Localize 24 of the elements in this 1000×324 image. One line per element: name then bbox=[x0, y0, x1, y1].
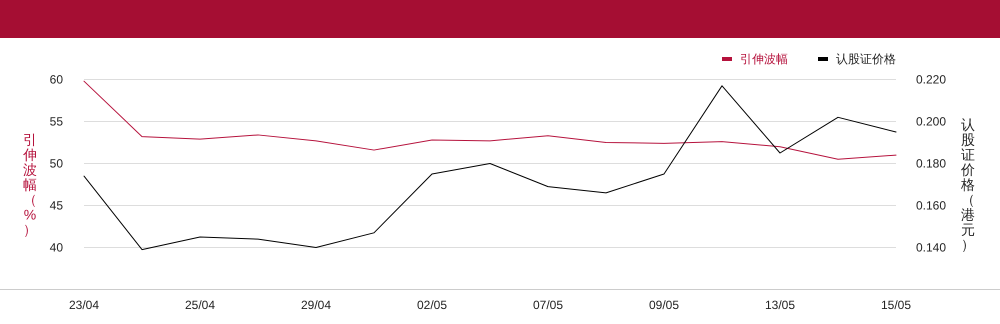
x-tick-label: 29/04 bbox=[300, 298, 332, 312]
x-tick-label: 13/05 bbox=[764, 298, 796, 312]
y-tick-label: 50 bbox=[50, 156, 64, 170]
x-tick-label: 02/05 bbox=[416, 298, 448, 312]
y-tick-label: 40 bbox=[50, 240, 64, 254]
y-tick-label: 45 bbox=[50, 198, 64, 212]
y2-tick-label: 0.160 bbox=[916, 198, 946, 212]
x-tick-label: 07/05 bbox=[532, 298, 564, 312]
y2-tick-label: 0.220 bbox=[916, 72, 946, 86]
y2-tick-label: 0.200 bbox=[916, 114, 946, 128]
x-tick-label: 15/05 bbox=[880, 298, 912, 312]
y2-tick-label: 0.140 bbox=[916, 240, 946, 254]
y-tick-label: 55 bbox=[50, 114, 64, 128]
x-tick-label: 25/04 bbox=[184, 298, 216, 312]
legend-label: 引伸波幅 bbox=[740, 52, 788, 66]
x-tick-label: 09/05 bbox=[648, 298, 680, 312]
line-series bbox=[84, 85, 896, 250]
y-tick-label: 60 bbox=[50, 72, 64, 86]
x-tick-label: 23/04 bbox=[68, 298, 100, 312]
y-axis-title: 引伸波幅（%） bbox=[22, 132, 37, 238]
legend-label: 认股证价格 bbox=[836, 52, 896, 66]
y2-tick-label: 0.180 bbox=[916, 156, 946, 170]
line-series bbox=[84, 80, 896, 160]
text: 认股证价格（港元） bbox=[961, 116, 975, 252]
